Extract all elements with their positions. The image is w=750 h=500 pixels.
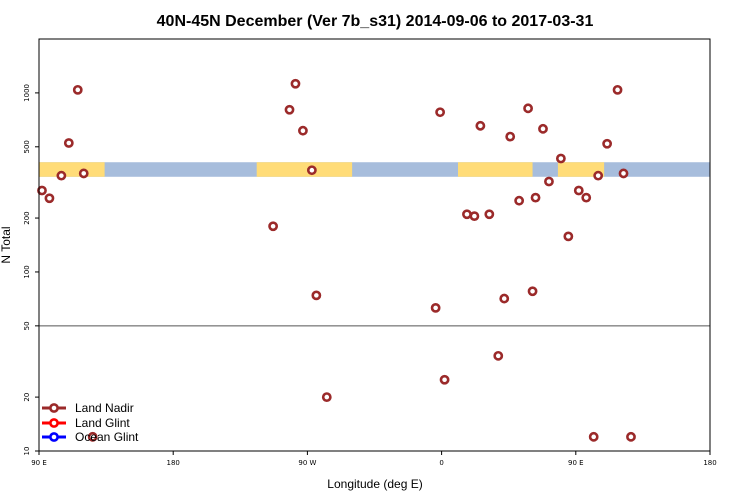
data-point [527,286,538,297]
data-point [555,153,566,164]
legend-marker [49,418,59,428]
data-point [469,211,480,222]
data-point [544,176,554,187]
data-point [298,125,308,136]
legend-marker [49,432,59,442]
chart-title: 40N-45N December (Ver 7b_s31) 2014-09-06… [157,13,594,30]
legend-label: Land Nadir [75,401,134,415]
x-tick-label: 90 E [568,459,584,467]
data-point [37,185,47,196]
data-point [588,431,599,442]
data-point [63,138,74,148]
data-point [573,185,584,196]
data-point [612,84,623,95]
y-tick-label: 200 [23,211,31,224]
legend-label: Land Glint [75,416,130,430]
legend-marker [49,403,59,413]
data-point [530,192,541,203]
data-point [514,195,525,206]
data-point [602,138,613,149]
x-tick-label: 180 [703,459,716,467]
data-point [626,431,636,442]
data-point [306,165,317,176]
data-point [475,120,486,131]
data-point [499,293,510,304]
x-axis-label: Longitude (deg E) [327,477,422,491]
data-point [439,374,450,385]
legend-label: Ocean Glint [75,430,139,444]
data-point [87,431,98,442]
data-point [618,168,629,179]
data-point [72,84,83,95]
x-tick-label: 90 E [31,459,47,467]
axes: 90 E 180 90 W 0 90 E 180 10 20 50 100 200 500 1000 [23,84,717,467]
y-axis-label: N Total [0,226,13,263]
data-point [311,290,322,301]
data-point [581,192,592,203]
surface-band-land [458,162,533,177]
data-point [462,209,472,220]
y-tick-label: 500 [23,140,31,153]
y-tick-label: 1000 [23,84,31,102]
data-point [593,170,604,181]
surface-band-ocean [39,162,710,177]
data-point [538,123,548,134]
data-point [435,107,446,118]
data-point [284,104,295,115]
data-point [44,193,55,204]
data-points [37,78,636,442]
data-point [505,131,516,142]
y-tick-label: 100 [23,265,31,278]
plot-frame [38,38,711,452]
surface-band-land [557,162,605,177]
x-tick-label: 180 [167,459,180,467]
data-point [290,78,301,89]
data-point [523,103,533,114]
y-tick-label: 10 [23,447,31,456]
x-tick-label: 90 W [298,459,316,467]
data-point [493,350,504,361]
data-point [563,231,574,242]
data-point [430,302,441,313]
data-point [484,209,495,220]
y-tick-label: 50 [23,321,31,330]
surface-band [39,162,710,177]
data-point [321,392,332,403]
y-tick-label: 20 [23,393,31,402]
surface-band-land [39,162,105,177]
data-point [268,221,279,232]
data-point [56,170,67,181]
surface-band-land [256,162,353,177]
x-tick-label: 0 [439,459,443,467]
data-point [78,168,89,179]
